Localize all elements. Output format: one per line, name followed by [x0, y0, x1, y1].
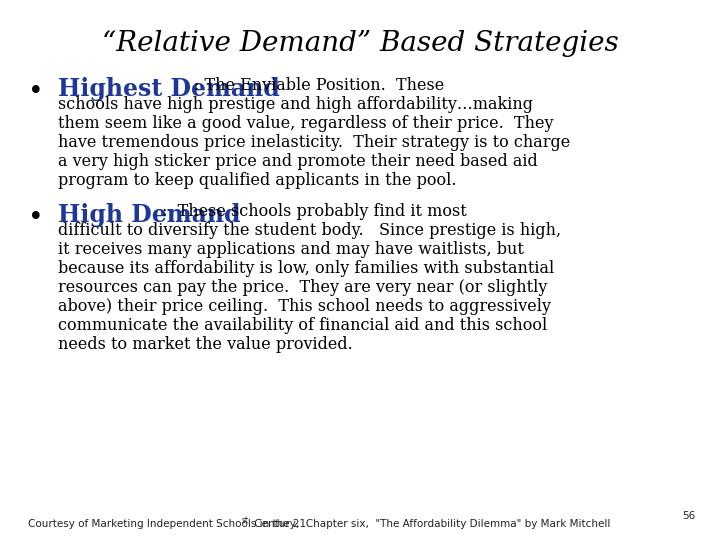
Text: above) their price ceiling.  This school needs to aggressively: above) their price ceiling. This school …	[58, 298, 551, 315]
Text: Highest Demand: Highest Demand	[58, 77, 280, 101]
Text: program to keep qualified applicants in the pool.: program to keep qualified applicants in …	[58, 172, 456, 189]
Text: st: st	[242, 516, 249, 525]
Text: High Demand: High Demand	[58, 203, 240, 227]
Text: •: •	[28, 205, 44, 230]
Text: have tremendous price inelasticity.  Their strategy is to charge: have tremendous price inelasticity. Thei…	[58, 134, 570, 151]
Text: “Relative Demand” Based Strategies: “Relative Demand” Based Strategies	[102, 30, 618, 57]
Text: Century,  Chapter six,  "The Affordability Dilemma" by Mark Mitchell: Century, Chapter six, "The Affordability…	[251, 519, 611, 529]
Text: needs to market the value provided.: needs to market the value provided.	[58, 336, 353, 353]
Text: schools have high prestige and high affordability…making: schools have high prestige and high affo…	[58, 96, 533, 113]
Text: because its affordability is low, only families with substantial: because its affordability is low, only f…	[58, 260, 554, 277]
Text: •: •	[28, 79, 44, 104]
Text: it receives many applications and may have waitlists, but: it receives many applications and may ha…	[58, 241, 524, 258]
Text: Courtesy of Marketing Independent Schools in the 21: Courtesy of Marketing Independent School…	[28, 519, 306, 529]
Text: resources can pay the price.  They are very near (or slightly: resources can pay the price. They are ve…	[58, 279, 547, 296]
Text: 56: 56	[682, 511, 695, 521]
Text: them seem like a good value, regardless of their price.  They: them seem like a good value, regardless …	[58, 115, 554, 132]
Text: : The Enviable Position.  These: : The Enviable Position. These	[194, 77, 444, 94]
Text: a very high sticker price and promote their need based aid: a very high sticker price and promote th…	[58, 153, 538, 170]
Text: :  These schools probably find it most: : These schools probably find it most	[162, 203, 467, 220]
Text: difficult to diversify the student body.   Since prestige is high,: difficult to diversify the student body.…	[58, 222, 561, 239]
Text: communicate the availability of financial aid and this school: communicate the availability of financia…	[58, 317, 547, 334]
